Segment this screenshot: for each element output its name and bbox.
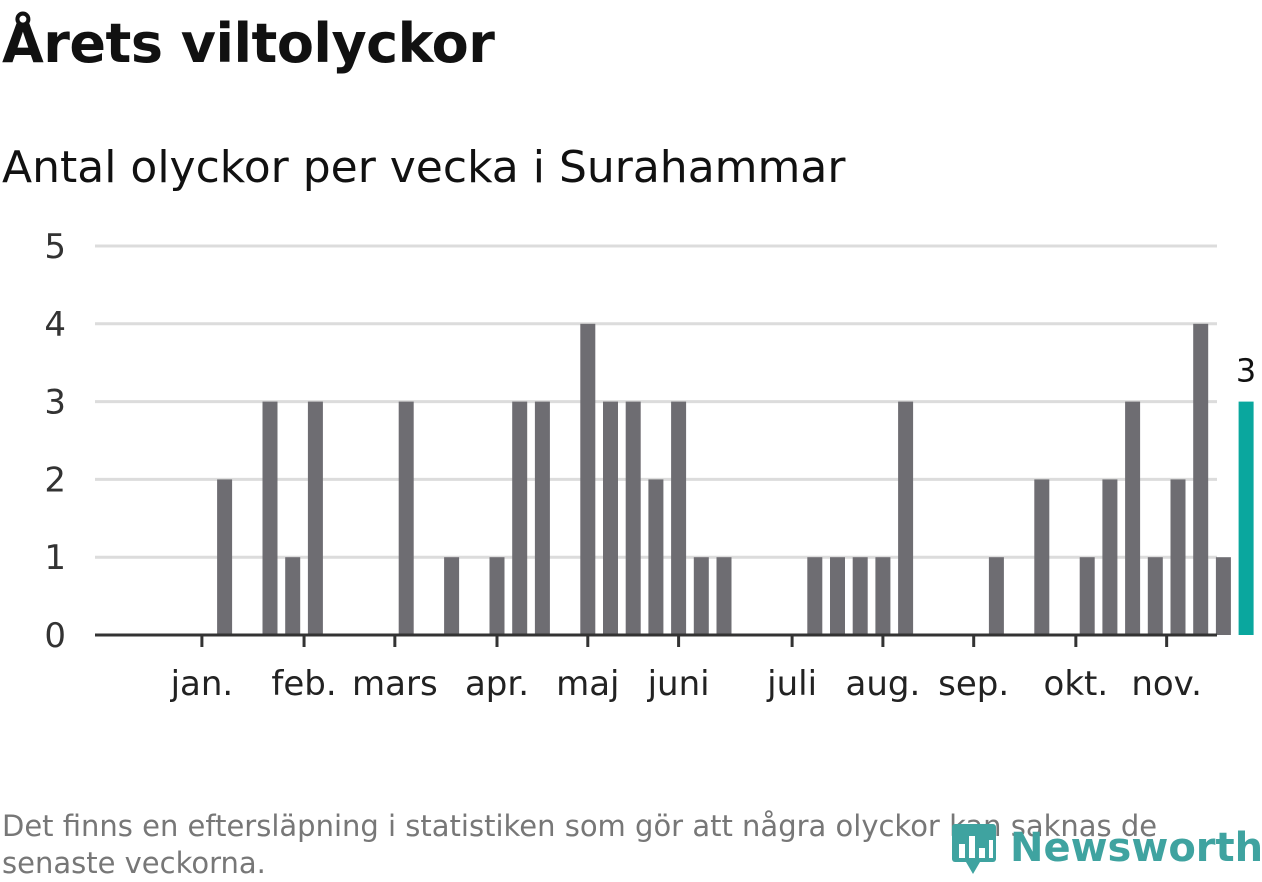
bar bbox=[580, 323, 596, 635]
bar bbox=[648, 479, 664, 635]
y-tick-label: 5 bbox=[44, 227, 66, 267]
y-tick-label: 1 bbox=[44, 538, 66, 578]
x-tick-label: aug. bbox=[846, 664, 921, 704]
bar-chart: 0 1 2 3 4 5 jan. feb. mars apr. maj juni juli aug. se… bbox=[44, 227, 1256, 704]
bar bbox=[1125, 401, 1141, 635]
bar bbox=[603, 401, 618, 635]
bar bbox=[1147, 557, 1163, 635]
bar bbox=[875, 557, 891, 635]
x-tick-label: apr. bbox=[465, 664, 529, 704]
y-tick-label: 4 bbox=[44, 305, 66, 345]
x-tick-label: maj bbox=[556, 664, 619, 704]
x-tick-label: sep. bbox=[938, 664, 1009, 704]
bar bbox=[716, 557, 732, 635]
x-tick-label: okt. bbox=[1044, 664, 1109, 704]
bar bbox=[398, 401, 414, 635]
bar-highlight bbox=[1238, 401, 1254, 635]
x-axis: jan. feb. mars apr. maj juni juli aug. sep. okt. n… bbox=[95, 633, 1217, 704]
x-tick-label: jan. bbox=[170, 664, 234, 704]
y-tick-label: 2 bbox=[44, 460, 66, 500]
y-axis-ticks: 0 1 2 3 4 5 bbox=[44, 227, 66, 656]
data-label-latest: 3 bbox=[1236, 352, 1256, 390]
x-tick-label: juni bbox=[647, 664, 710, 704]
bar bbox=[262, 401, 278, 635]
bar bbox=[671, 401, 687, 635]
bar bbox=[1079, 557, 1095, 635]
y-tick-label: 0 bbox=[44, 616, 66, 656]
bar bbox=[512, 401, 528, 635]
x-tick-label: nov. bbox=[1131, 664, 1202, 704]
bar bbox=[444, 557, 460, 635]
x-tick-label: feb. bbox=[271, 664, 336, 704]
bar bbox=[807, 557, 823, 635]
bars bbox=[217, 323, 1254, 635]
x-tick-label: mars bbox=[352, 664, 438, 704]
chart-title: Årets viltolyckor bbox=[2, 12, 495, 75]
bar bbox=[217, 479, 233, 635]
bar bbox=[1215, 557, 1231, 635]
bar bbox=[625, 401, 641, 635]
bar bbox=[693, 557, 709, 635]
bar bbox=[307, 401, 323, 635]
bar bbox=[489, 557, 505, 635]
bar bbox=[1170, 479, 1186, 635]
newsworthy-logo: Newsworthy bbox=[950, 818, 1262, 878]
logo-text: Newsworthy bbox=[1010, 825, 1262, 871]
bar bbox=[1193, 323, 1209, 635]
bar bbox=[1034, 479, 1050, 635]
chart-subtitle: Antal olyckor per vecka i Surahammar bbox=[2, 142, 846, 193]
chart-logo-icon bbox=[952, 824, 996, 874]
bar bbox=[852, 557, 868, 635]
bar bbox=[1102, 479, 1118, 635]
data-labels: 3 bbox=[1236, 352, 1256, 390]
bar bbox=[830, 557, 845, 635]
bar bbox=[988, 557, 1004, 635]
x-tick-label: juli bbox=[766, 664, 817, 704]
grid-lines bbox=[95, 244, 1217, 559]
bar bbox=[898, 401, 914, 635]
bar bbox=[534, 401, 550, 635]
bar bbox=[285, 557, 301, 635]
y-tick-label: 3 bbox=[44, 383, 66, 423]
